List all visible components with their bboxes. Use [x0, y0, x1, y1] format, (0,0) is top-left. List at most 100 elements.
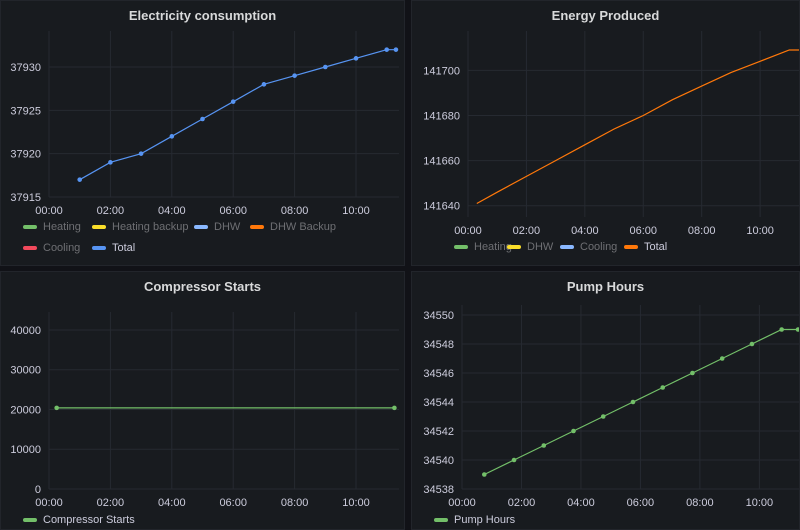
y-tick-label: 20000: [10, 404, 41, 416]
y-tick-label: 30000: [10, 365, 41, 377]
series-line: [476, 49, 799, 205]
panel-title[interactable]: Compressor Starts: [143, 279, 262, 294]
x-tick-label: 02:00: [97, 205, 125, 217]
legend-swatch: [23, 246, 37, 250]
panel-title[interactable]: Energy Produced: [551, 8, 660, 23]
data-point: [384, 47, 390, 52]
data-point: [511, 457, 517, 463]
y-tick-label: 34550: [423, 310, 454, 322]
data-point: [169, 134, 175, 139]
panel-pump-hours: Pump Hours 34538 34540 34542 34544 34546 3454…: [411, 271, 800, 530]
legend-swatch: [434, 518, 448, 522]
legend-swatch: [92, 225, 106, 229]
legend-label: Heating backup: [112, 221, 189, 233]
x-tick-label: 08:00: [281, 497, 309, 509]
x-tick-label: 08:00: [686, 497, 714, 509]
x-tick-label: 08:00: [281, 205, 309, 217]
x-tick-label: 04:00: [158, 205, 186, 217]
x-tick-label: 06:00: [629, 225, 657, 237]
data-point: [138, 151, 144, 156]
x-tick-label: 02:00: [97, 497, 125, 509]
panel-title[interactable]: Pump Hours: [566, 279, 645, 294]
legend-label: Pump Hours: [454, 514, 516, 526]
legend-swatch: [560, 245, 574, 249]
y-tick-label: 34538: [423, 484, 454, 496]
x-tick-label: 04:00: [158, 497, 186, 509]
data-point: [600, 414, 606, 419]
y-tick-label: 34542: [423, 426, 454, 438]
series-line: [79, 49, 396, 181]
data-point: [108, 160, 113, 165]
x-tick-label: 00:00: [35, 497, 63, 509]
x-tick-label: 10:00: [342, 497, 370, 509]
panel-energy-produced: Energy Produced 141640 141660 141680 141700…: [411, 0, 800, 266]
data-point: [230, 99, 236, 104]
energy-produced-chart: 141640 141660 141680 141700 00:00 02:00 04:00 0…: [423, 31, 799, 237]
x-tick-label: 06:00: [219, 205, 247, 217]
data-point: [630, 399, 636, 405]
legend-item[interactable]: Cooling: [560, 241, 617, 253]
data-point: [482, 472, 487, 477]
y-tick-label: 34548: [423, 339, 454, 351]
y-tick-label: 40000: [10, 325, 41, 337]
data-point: [392, 405, 397, 411]
x-tick-label: 00:00: [35, 205, 63, 217]
legend-item[interactable]: Pump Hours: [434, 514, 515, 526]
y-tick-label: 37920: [10, 149, 41, 161]
legend-swatch: [454, 245, 468, 249]
legend-label: DHW: [527, 241, 554, 253]
legend-item[interactable]: DHW: [194, 221, 240, 233]
data-point: [779, 327, 784, 332]
data-point: [261, 82, 267, 87]
x-tick-label: 10:00: [342, 205, 370, 217]
x-tick-label: 06:00: [219, 497, 247, 509]
data-point: [749, 341, 755, 347]
panel-title[interactable]: Electricity consumption: [128, 8, 277, 23]
legend-label: Compressor Starts: [43, 514, 135, 526]
y-tick-label: 141660: [423, 156, 460, 168]
data-point: [393, 47, 399, 52]
data-point: [353, 56, 359, 61]
series-line: [484, 328, 798, 476]
legend-item[interactable]: Heating backup: [92, 221, 188, 233]
pump-hours-chart: 34538 34540 34542 34544 34546 34548 34550 00:00…: [423, 305, 799, 509]
legend-label: Heating: [474, 241, 512, 253]
panel-electricity-consumption: Electricity consumption 37915 37920 37925 3…: [0, 0, 405, 266]
legend-label: Cooling: [580, 241, 618, 253]
legend-item[interactable]: Total: [624, 241, 667, 253]
legend-swatch: [194, 225, 208, 229]
legend-label: DHW: [214, 221, 241, 233]
data-point: [795, 327, 799, 332]
y-tick-label: 34540: [423, 455, 454, 467]
legend-swatch: [92, 246, 106, 250]
legend-swatch: [624, 245, 638, 249]
legend-label: Cooling: [43, 242, 81, 254]
legend-item[interactable]: Total: [92, 242, 135, 254]
data-point: [292, 73, 297, 78]
legend-item[interactable]: DHW: [507, 241, 553, 253]
data-point: [200, 116, 205, 122]
x-tick-label: 04:00: [567, 497, 595, 509]
data-point: [541, 443, 547, 448]
y-tick-label: 141700: [423, 65, 460, 77]
legend-swatch: [507, 245, 521, 249]
legend-item[interactable]: Compressor Starts: [23, 514, 135, 526]
electricity-chart: 37915 37920 37925 37930 00:00 02:00 04:00 06:00…: [10, 31, 399, 217]
panel-compressor-starts: Compressor Starts 0 10000 20000 30000 40000 0…: [0, 271, 405, 530]
data-point: [571, 428, 576, 434]
data-point: [719, 356, 725, 361]
y-tick-label: 34544: [423, 397, 454, 409]
legend-item[interactable]: Heating: [454, 241, 512, 253]
legend-label: Total: [112, 242, 136, 254]
x-tick-label: 04:00: [571, 225, 599, 237]
legend-label: Total: [644, 241, 668, 253]
legend-item[interactable]: DHW Backup: [250, 221, 336, 233]
data-point: [690, 370, 695, 376]
legend-item[interactable]: Heating: [23, 221, 81, 233]
x-tick-label: 08:00: [688, 225, 716, 237]
compressor-starts-chart: 0 10000 20000 30000 40000 00:00 02:00 04:00 06:0…: [10, 312, 399, 509]
legend-swatch: [23, 225, 37, 229]
legend-item[interactable]: Cooling: [23, 242, 80, 254]
x-tick-label: 02:00: [513, 225, 541, 237]
x-tick-label: 10:00: [746, 225, 774, 237]
